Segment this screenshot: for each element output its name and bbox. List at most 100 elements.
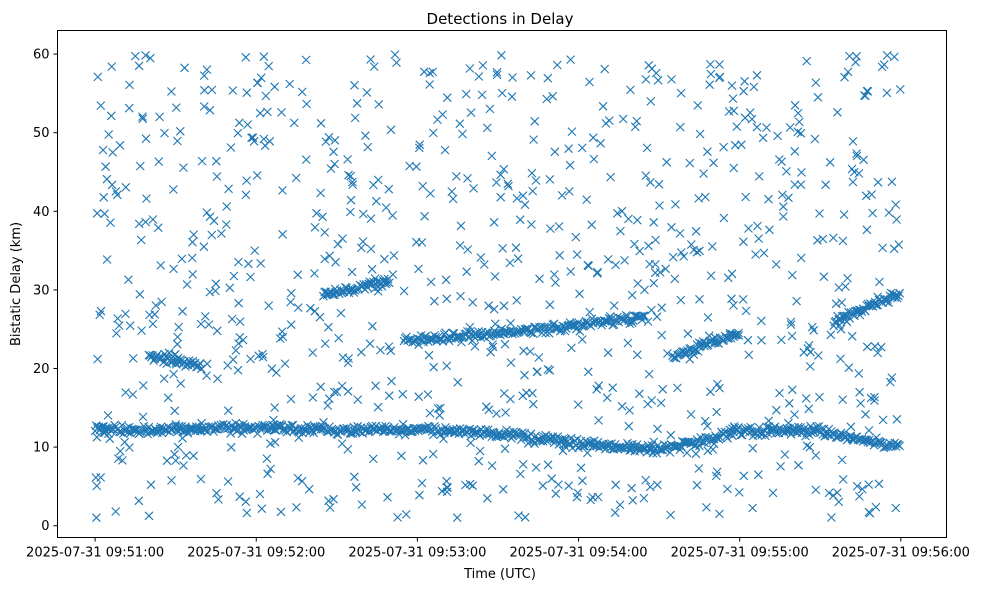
data-point: [863, 86, 873, 96]
data-point: [835, 431, 845, 440]
data-point: [384, 278, 394, 288]
data-point: [121, 388, 130, 397]
data-point: [864, 426, 874, 435]
data-point: [278, 332, 288, 342]
data-point: [414, 340, 423, 350]
x-tick-label: 2025-07-31 09:53:00: [348, 546, 486, 561]
data-point: [368, 454, 378, 464]
data-point: [630, 239, 639, 249]
data-point: [344, 170, 353, 180]
data-point: [442, 93, 452, 103]
data-point: [421, 423, 431, 432]
data-point: [234, 257, 243, 267]
data-point: [199, 71, 209, 80]
data-point: [635, 246, 645, 256]
data-point: [739, 471, 749, 481]
data-point: [419, 67, 429, 77]
data-point: [572, 492, 582, 502]
data-point: [620, 256, 629, 265]
data-point: [589, 154, 599, 164]
data-point: [686, 240, 696, 249]
data-point: [393, 513, 402, 522]
data-point: [465, 64, 475, 73]
data-point: [264, 301, 274, 310]
data-point: [465, 322, 475, 332]
data-point: [778, 202, 788, 212]
data-point: [598, 101, 608, 111]
data-point: [531, 176, 541, 185]
data-point: [632, 116, 642, 126]
data-point: [630, 122, 640, 132]
data-point: [577, 335, 587, 344]
data-point: [861, 191, 871, 201]
data-point: [212, 326, 222, 336]
data-point: [564, 187, 574, 196]
data-point: [105, 434, 115, 444]
data-point: [762, 123, 771, 132]
data-point: [644, 60, 654, 70]
data-point: [353, 395, 363, 404]
data-point: [241, 497, 251, 507]
data-point: [691, 449, 701, 459]
data-point: [837, 298, 847, 307]
data-point: [386, 125, 396, 135]
data-point: [209, 216, 219, 226]
data-point: [868, 208, 877, 218]
data-point: [782, 167, 791, 176]
data-point: [616, 226, 625, 236]
data-point: [224, 184, 233, 194]
data-point: [484, 405, 494, 415]
data-point: [425, 408, 435, 418]
data-point: [752, 122, 762, 132]
data-point: [320, 228, 330, 237]
data-point: [106, 218, 115, 227]
data-point: [646, 177, 655, 187]
data-point: [554, 480, 563, 489]
data-point: [474, 72, 484, 81]
data-point: [813, 351, 823, 360]
data-point: [124, 103, 134, 113]
data-point: [734, 328, 743, 338]
data-point: [574, 443, 583, 453]
data-point: [895, 288, 904, 298]
data-point: [610, 508, 620, 518]
data-point: [160, 128, 169, 138]
data-point: [515, 215, 525, 225]
data-point: [656, 398, 666, 408]
data-point: [217, 229, 226, 238]
data-point: [156, 422, 166, 432]
data-point: [418, 181, 428, 191]
data-point: [331, 257, 340, 267]
data-point: [583, 260, 593, 270]
data-point: [350, 80, 359, 90]
data-point: [329, 387, 339, 397]
data-point: [566, 55, 575, 64]
data-point: [748, 443, 758, 453]
data-point: [852, 481, 862, 491]
data-point: [146, 480, 156, 490]
data-point: [428, 67, 438, 77]
data-point: [178, 306, 187, 316]
data-point: [643, 317, 653, 326]
data-point: [773, 131, 782, 141]
data-point: [229, 271, 239, 281]
data-point: [211, 279, 221, 289]
data-point: [468, 298, 478, 307]
data-point: [864, 480, 874, 489]
data-point: [103, 411, 113, 420]
y-tick-label: 10: [33, 441, 50, 456]
data-point: [504, 181, 513, 191]
data-point: [506, 394, 515, 404]
data-point: [255, 108, 265, 118]
data-point: [805, 362, 815, 371]
data-point: [676, 88, 686, 98]
data-point: [442, 294, 452, 304]
data-point: [862, 86, 872, 96]
data-point: [466, 438, 475, 448]
data-point: [496, 192, 506, 202]
data-point: [734, 488, 744, 497]
data-point: [388, 211, 397, 220]
data-point: [173, 332, 182, 342]
data-point: [550, 147, 560, 157]
data-point: [564, 481, 574, 491]
